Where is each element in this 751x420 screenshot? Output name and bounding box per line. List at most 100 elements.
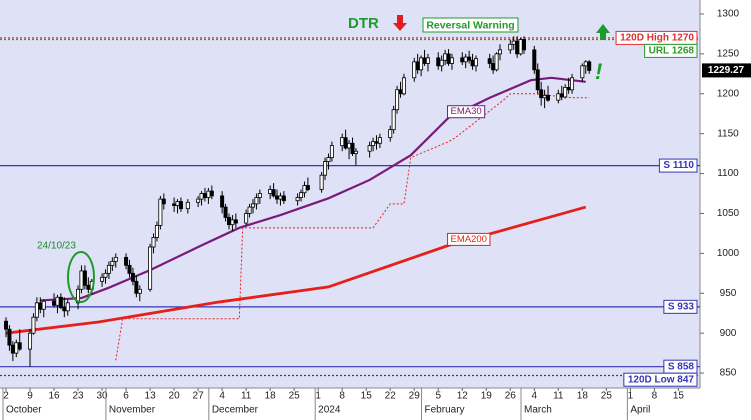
candle-body xyxy=(199,193,204,200)
candle-body xyxy=(347,142,352,149)
candle-body xyxy=(41,300,46,310)
trailing-stop xyxy=(115,93,590,361)
y-tick-label: 850 xyxy=(720,368,737,379)
month-label: December xyxy=(212,405,259,416)
level-label: S 858 xyxy=(668,361,695,372)
candle-body xyxy=(377,137,382,144)
x-tick-label: 20 xyxy=(169,391,181,402)
level-label-box xyxy=(658,158,698,173)
candle-body xyxy=(518,39,523,55)
candle-body xyxy=(34,302,39,318)
level-label: S 1110 xyxy=(663,160,694,171)
candle-body xyxy=(278,195,283,200)
y-tick-label: 1050 xyxy=(717,208,740,219)
warning-box xyxy=(422,17,519,33)
x-tick-label: 18 xyxy=(577,391,589,402)
candle-body xyxy=(436,57,441,67)
candle-body xyxy=(343,137,348,149)
candle-body xyxy=(110,260,115,266)
candle-body xyxy=(82,270,87,286)
level-labels: 120D High 1270 URL 1268 S 1110 S 933 S 858 12… xyxy=(615,30,698,387)
candle-body xyxy=(175,201,180,206)
candle-body xyxy=(460,57,465,63)
last-price-label: 1229.27 xyxy=(708,65,745,76)
x-tick-label: 29 xyxy=(409,391,421,402)
candle-body xyxy=(508,43,513,51)
candle-body xyxy=(172,203,177,206)
y-tick-label: 1000 xyxy=(717,248,740,259)
x-tick-label: 8 xyxy=(339,391,345,402)
candle-body xyxy=(319,174,324,190)
y-tick-label: 900 xyxy=(720,328,737,339)
candle-body xyxy=(28,332,33,350)
x-tick-label: 5 xyxy=(435,391,441,402)
month-label: October xyxy=(6,405,42,416)
candle-body xyxy=(422,57,427,64)
candle-body xyxy=(206,190,211,198)
candle-body xyxy=(7,328,12,346)
candle-body xyxy=(268,189,273,194)
candle-body xyxy=(535,69,540,91)
month-label: April xyxy=(630,405,650,416)
candle-body xyxy=(546,94,551,101)
y-tick-label: 1300 xyxy=(717,9,740,20)
y-tick-label: 1150 xyxy=(717,128,739,139)
candle-body xyxy=(566,86,571,91)
candle-body xyxy=(570,77,575,91)
candle-body xyxy=(55,296,60,306)
candle-body xyxy=(491,63,496,71)
candle-body xyxy=(137,288,142,294)
candle-body xyxy=(353,150,358,155)
candle-body xyxy=(511,40,516,45)
level-label-box xyxy=(663,299,698,314)
candle-body xyxy=(257,193,262,198)
y-tick-label: 950 xyxy=(720,288,737,299)
x-tick-label: 4 xyxy=(532,391,538,402)
candle-body xyxy=(563,86,568,98)
level-label: URL 1268 xyxy=(649,46,695,57)
x-tick-label: 25 xyxy=(289,391,301,402)
candle-body xyxy=(449,57,454,64)
candle-body xyxy=(295,197,300,202)
candle-body xyxy=(391,109,396,131)
candle-body xyxy=(412,61,417,79)
x-tick-label: 6 xyxy=(123,391,129,402)
candle-body xyxy=(254,197,259,205)
x-tick-label: 4 xyxy=(219,391,225,402)
candle-body xyxy=(86,284,91,290)
candle-body xyxy=(340,137,345,147)
candle-body xyxy=(10,344,15,354)
x-tick-label: 26 xyxy=(505,391,517,402)
x-tick-label: 22 xyxy=(385,391,397,402)
x-tick-label: 25 xyxy=(601,391,613,402)
candle-body xyxy=(52,300,57,306)
x-tick-label: 23 xyxy=(72,391,84,402)
x-tick-label: 11 xyxy=(241,391,252,402)
candle-body xyxy=(395,89,400,111)
candle-body xyxy=(463,56,468,63)
candle-body xyxy=(398,89,403,95)
series-label-box xyxy=(447,105,486,119)
signal-label: DTR xyxy=(348,15,379,32)
x-axis-panel xyxy=(0,388,700,420)
candles xyxy=(4,36,592,367)
candle-body xyxy=(158,198,163,226)
candle-body xyxy=(65,302,70,312)
candle-body xyxy=(515,40,520,55)
plot-background xyxy=(0,0,700,388)
candle-body xyxy=(305,185,310,190)
x-tick-label: 12 xyxy=(457,391,469,402)
series-label-box xyxy=(447,232,491,246)
x-tick-label: 1 xyxy=(628,391,634,402)
candle-body xyxy=(281,195,286,202)
levels xyxy=(0,37,700,377)
candle-body xyxy=(299,192,304,198)
x-tick-label: 1 xyxy=(315,391,321,402)
candle-body xyxy=(161,198,166,205)
candle-body xyxy=(497,49,502,55)
candle-body xyxy=(467,56,472,61)
last-price-box xyxy=(702,63,751,78)
candle-body xyxy=(124,256,129,266)
x-tick-label: 2 xyxy=(3,391,9,402)
